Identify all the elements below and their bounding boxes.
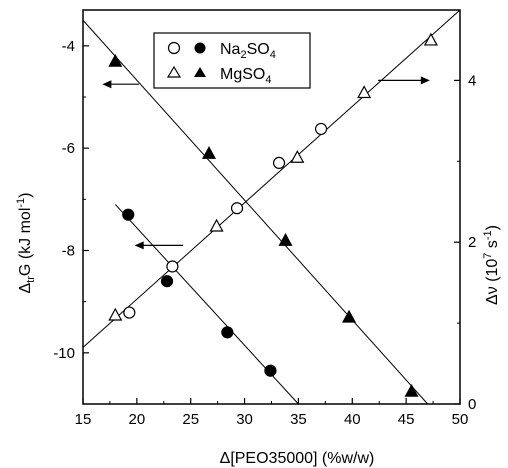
x-tick-label-20: 20 <box>129 411 146 428</box>
point-circle-open-2 <box>166 260 179 273</box>
y-left-tick-label--4: -4 <box>62 38 75 55</box>
legend-row-na2so4: Na2SO4 <box>167 41 276 61</box>
y-right-axis-ticks: 0 2 4 <box>454 72 476 413</box>
point-triangle-filled-2 <box>202 146 217 159</box>
point-triangle-open-1 <box>108 307 123 321</box>
legend-filled-triangle-icon <box>194 67 206 77</box>
x-tick-label-15: 15 <box>75 411 92 428</box>
point-circle-filled-4 <box>264 364 277 377</box>
legend-label-na2so4: Na2SO4 <box>220 41 276 61</box>
arrow-left-1 <box>102 80 140 89</box>
arrow-right-3 <box>378 76 430 85</box>
y-right-tick-label-0: 0 <box>468 396 476 413</box>
x-tick-label-50: 50 <box>452 411 469 428</box>
fit-line-1 <box>82 9 461 348</box>
point-circle-open-3 <box>230 202 244 215</box>
point-circle-open-5 <box>314 122 328 136</box>
y-right-axis-title: Δν (107 s-1) <box>482 225 501 305</box>
point-circle-filled-2 <box>160 275 174 288</box>
x-tick-label-45: 45 <box>398 411 415 428</box>
point-triangle-filled-4 <box>342 309 357 323</box>
point-triangle-open-2 <box>209 218 224 232</box>
y-left-axis-title: ΔtrG (kJ mol-1) <box>15 193 37 294</box>
y-left-tick-label--6: -6 <box>62 140 75 157</box>
legend-open-triangle-icon <box>166 65 182 78</box>
point-circle-filled-3 <box>221 326 234 339</box>
y-right-tick-label-4: 4 <box>468 72 476 89</box>
fit-line-3 <box>82 19 429 405</box>
y-right-tick-label-2: 2 <box>468 234 476 251</box>
legend-open-circle-icon <box>167 41 181 55</box>
x-tick-label-35: 35 <box>290 411 307 428</box>
legend: Na2SO4 MgSO4 <box>153 32 311 89</box>
point-triangle-filled-1 <box>108 53 123 67</box>
legend-label-mgso4: MgSO4 <box>220 66 271 86</box>
x-tick-label-40: 40 <box>344 411 361 428</box>
point-triangle-filled-5 <box>404 383 419 397</box>
x-tick-label-25: 25 <box>182 411 199 428</box>
arrow-left-2 <box>134 241 184 250</box>
point-triangle-open-3 <box>290 149 305 163</box>
point-triangle-open-5 <box>423 32 438 46</box>
x-tick-label-30: 30 <box>236 411 253 428</box>
y-left-tick-label--10: -10 <box>53 345 75 362</box>
x-axis-ticks: 15 20 25 30 35 40 45 50 <box>75 398 469 428</box>
legend-row-mgso4: MgSO4 <box>166 65 271 86</box>
legend-filled-circle-icon <box>194 42 206 54</box>
x-axis-title: Δ[PEO35000] (%w/w) <box>220 450 375 467</box>
point-circle-open-4 <box>272 156 286 170</box>
point-triangle-filled-3 <box>278 233 293 246</box>
data-markers <box>108 32 438 397</box>
point-circle-filled-1 <box>122 208 135 221</box>
legend-box <box>153 32 311 89</box>
y-left-tick-label--8: -8 <box>62 242 75 259</box>
y-left-axis-ticks: -10 -8 -6 -4 <box>53 38 89 405</box>
axis-arrows <box>102 76 430 250</box>
point-triangle-open-4 <box>357 85 372 99</box>
point-circle-open-1 <box>123 306 136 319</box>
